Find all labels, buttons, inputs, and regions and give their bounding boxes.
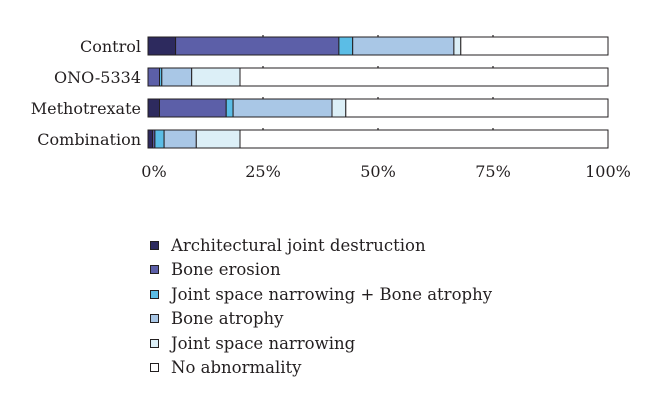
legend-item-6: No abnormality (150, 356, 492, 381)
legend-label-2: Bone erosion (171, 260, 281, 280)
legend-swatch-1 (150, 240, 159, 250)
bar-segment-3-3 (225, 98, 234, 118)
bar-segment-3-1 (147, 98, 160, 118)
legend-item-3: Joint space narrowing + Bone atrophy (150, 282, 492, 307)
x-tick-label-1: 0% (141, 162, 166, 181)
bar-segment-1-3 (338, 36, 354, 56)
x-tick-label-4: 75% (475, 162, 511, 181)
bar-segment-2-6 (239, 67, 609, 87)
bar-segment-3-4 (232, 98, 333, 118)
bar-segment-3-2 (159, 98, 227, 118)
legend-swatch-5 (150, 338, 159, 348)
bar-segment-4-1 (147, 129, 154, 149)
legend-label-1: Architectural joint destruction (171, 235, 426, 255)
bar-segment-2-5 (191, 67, 241, 87)
bar-segment-1-5 (453, 36, 462, 56)
legend-label-6: No abnormality (171, 358, 302, 378)
bar-segment-1-4 (352, 36, 455, 56)
category-label-3: Methotrexate (31, 99, 141, 118)
category-label-1: Control (80, 37, 141, 56)
x-tick-labels: 0% 25% 50% 75% 100% (141, 162, 631, 181)
bar-segment-3-6 (345, 98, 609, 118)
legend-label-4: Bone atrophy (171, 309, 284, 329)
category-label-2: ONO-5334 (54, 68, 141, 87)
bar-segment-4-3 (154, 129, 165, 149)
legend-label-3: Joint space narrowing + Bone atrophy (171, 284, 493, 304)
legend-item-2: Bone erosion (150, 258, 492, 283)
x-tick-label-2: 25% (245, 162, 281, 181)
category-labels: Control ONO-5334 Methotrexate Combination (31, 37, 141, 149)
bar-segment-2-4 (161, 67, 193, 87)
legend-swatch-6 (150, 363, 159, 373)
x-tick-label-3: 50% (360, 162, 396, 181)
category-label-4: Combination (37, 130, 141, 149)
legend: Architectural joint destruction Bone eros… (150, 233, 492, 380)
legend-item-5: Joint space narrowing (150, 331, 492, 356)
legend-swatch-2 (150, 265, 159, 275)
bar-segment-1-1 (147, 36, 177, 56)
bar-segment-4-5 (195, 129, 241, 149)
bar-segment-1-2 (175, 36, 340, 56)
legend-label-5: Joint space narrowing (171, 333, 356, 353)
bar-segment-1-6 (460, 36, 609, 56)
x-tick-label-5: 100% (585, 162, 631, 181)
bar-segment-4-6 (239, 129, 609, 149)
legend-item-4: Bone atrophy (150, 307, 492, 332)
bar-segment-3-5 (331, 98, 347, 118)
bar-segment-2-2 (147, 67, 160, 87)
legend-swatch-3 (150, 289, 159, 299)
bar-segment-4-4 (163, 129, 197, 149)
bars (147, 36, 609, 149)
stacked-bar-chart: Control ONO-5334 Methotrexate Combination 0… (31, 35, 631, 181)
legend-swatch-4 (150, 314, 159, 324)
legend-item-1: Architectural joint destruction (150, 233, 492, 258)
